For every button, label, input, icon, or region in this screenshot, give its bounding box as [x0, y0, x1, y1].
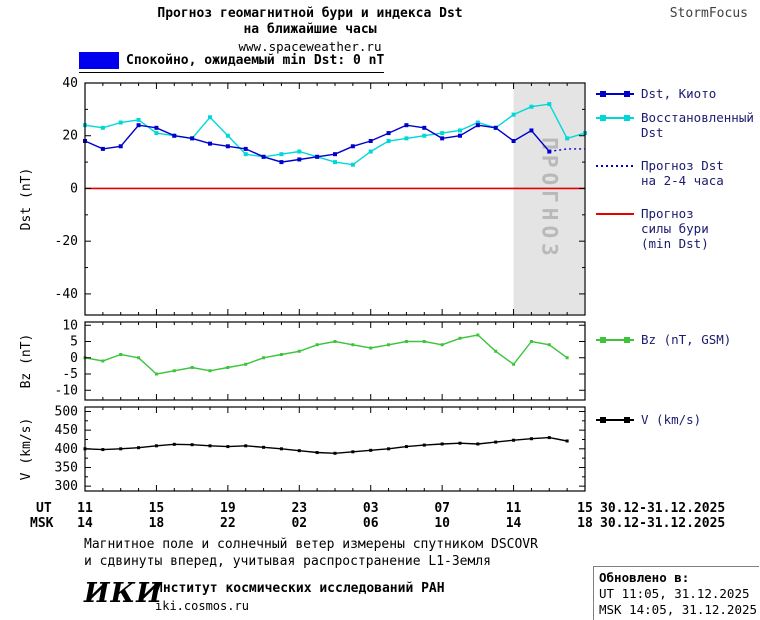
svg-text:20: 20 — [62, 129, 78, 144]
svg-text:14: 14 — [506, 516, 522, 531]
legend-restored-dst: Восстановленный Dst — [595, 110, 758, 140]
bz-line-icon — [595, 334, 635, 349]
svg-text:14: 14 — [77, 516, 93, 531]
title-line2: на ближайшие часы — [243, 22, 377, 37]
svg-text:03: 03 — [363, 501, 379, 516]
title-line1: Прогноз геомагнитной бури и индекса Dst — [157, 6, 463, 21]
ut-date-range: 30.12-31.12.2025 — [600, 501, 726, 516]
svg-text:-10: -10 — [55, 383, 78, 398]
svg-text:ПРОГНОЗ: ПРОГНОЗ — [537, 137, 561, 261]
svg-text:19: 19 — [220, 501, 236, 516]
svg-text:-5: -5 — [62, 367, 78, 382]
institute-site: iki.cosmos.ru — [155, 599, 249, 613]
brand-text: StormFocus — [669, 6, 748, 21]
msk-date-range: 30.12-31.12.2025 — [600, 516, 726, 531]
svg-text:11: 11 — [77, 501, 93, 516]
svg-text:0: 0 — [70, 181, 78, 196]
legend-v: V (km/s) — [595, 412, 758, 429]
data-source-note-line1: Магнитное поле и солнечный ветер измерен… — [84, 537, 538, 552]
v-line-icon — [595, 414, 635, 429]
page-title: Прогноз геомагнитной бури и индекса Dst … — [20, 6, 600, 55]
legend-dst-kyoto: Dst, Киото — [595, 86, 758, 103]
updated-label: Обновлено в: — [599, 570, 690, 585]
svg-text:Bz (nT): Bz (nT) — [19, 334, 34, 389]
iki-logo: ИКИ — [84, 578, 163, 609]
svg-text:500: 500 — [55, 404, 78, 419]
svg-text:V (km/s): V (km/s) — [19, 418, 34, 481]
svg-text:18: 18 — [149, 516, 165, 531]
restored-dst-line-icon — [595, 112, 635, 127]
svg-text:5: 5 — [70, 335, 78, 350]
svg-text:350: 350 — [55, 460, 78, 475]
updated-msk: MSK 14:05, 31.12.2025 — [599, 602, 758, 617]
dst-kyoto-line-icon — [595, 88, 635, 103]
status-legend: Спокойно, ожидаемый min Dst: 0 nT — [79, 52, 385, 73]
svg-text:18: 18 — [577, 516, 593, 531]
svg-text:15: 15 — [149, 501, 165, 516]
updated-info-box: Обновлено в: UT 11:05, 31.12.2025 MSK 14… — [593, 566, 759, 620]
legend-label: V (km/s) — [641, 412, 702, 427]
svg-text:10: 10 — [62, 318, 78, 333]
forecast-dst-dotted-line-icon — [595, 160, 635, 175]
svg-text:-20: -20 — [55, 234, 78, 249]
legend-label: Bz (nT, GSM) — [641, 332, 732, 347]
legend-label: Прогноз Dst на 2-4 часа — [641, 158, 724, 188]
legend-bz: Bz (nT, GSM) — [595, 332, 758, 349]
url-text: www.spaceweather.ru — [238, 39, 382, 54]
svg-text:23: 23 — [291, 501, 307, 516]
svg-text:11: 11 — [506, 501, 522, 516]
svg-text:400: 400 — [55, 442, 78, 457]
legend-label: Dst, Киото — [641, 86, 717, 101]
svg-text:40: 40 — [62, 76, 78, 91]
legend-label: Восстановленный Dst — [641, 110, 754, 140]
svg-text:15: 15 — [577, 501, 593, 516]
msk-axis-label: MSK — [30, 516, 54, 531]
svg-text:0: 0 — [70, 351, 78, 366]
ut-axis-label: UT — [36, 501, 52, 516]
updated-ut: UT 11:05, 31.12.2025 — [599, 586, 750, 601]
status-legend-box — [79, 52, 119, 69]
legend-label: Прогноз силы бури (min Dst) — [641, 206, 709, 251]
status-legend-label: Спокойно, ожидаемый min Dst: 0 nT — [126, 53, 385, 68]
legend-forecast-dst: Прогноз Dst на 2-4 часа — [595, 158, 758, 188]
svg-text:450: 450 — [55, 423, 78, 438]
svg-text:02: 02 — [291, 516, 307, 531]
svg-text:07: 07 — [434, 501, 450, 516]
svg-text:22: 22 — [220, 516, 236, 531]
svg-text:300: 300 — [55, 479, 78, 494]
institute-name: Институт космических исследований РАН — [155, 581, 445, 596]
svg-text:10: 10 — [434, 516, 450, 531]
svg-text:06: 06 — [363, 516, 379, 531]
storm-strength-line-icon — [595, 208, 635, 223]
svg-text:Dst (nT): Dst (nT) — [19, 168, 34, 231]
svg-text:-40: -40 — [55, 287, 78, 302]
legend-storm-strength: Прогноз силы бури (min Dst) — [595, 206, 758, 251]
data-source-note-line2: и сдвинуты вперед, учитывая распростране… — [84, 554, 491, 569]
